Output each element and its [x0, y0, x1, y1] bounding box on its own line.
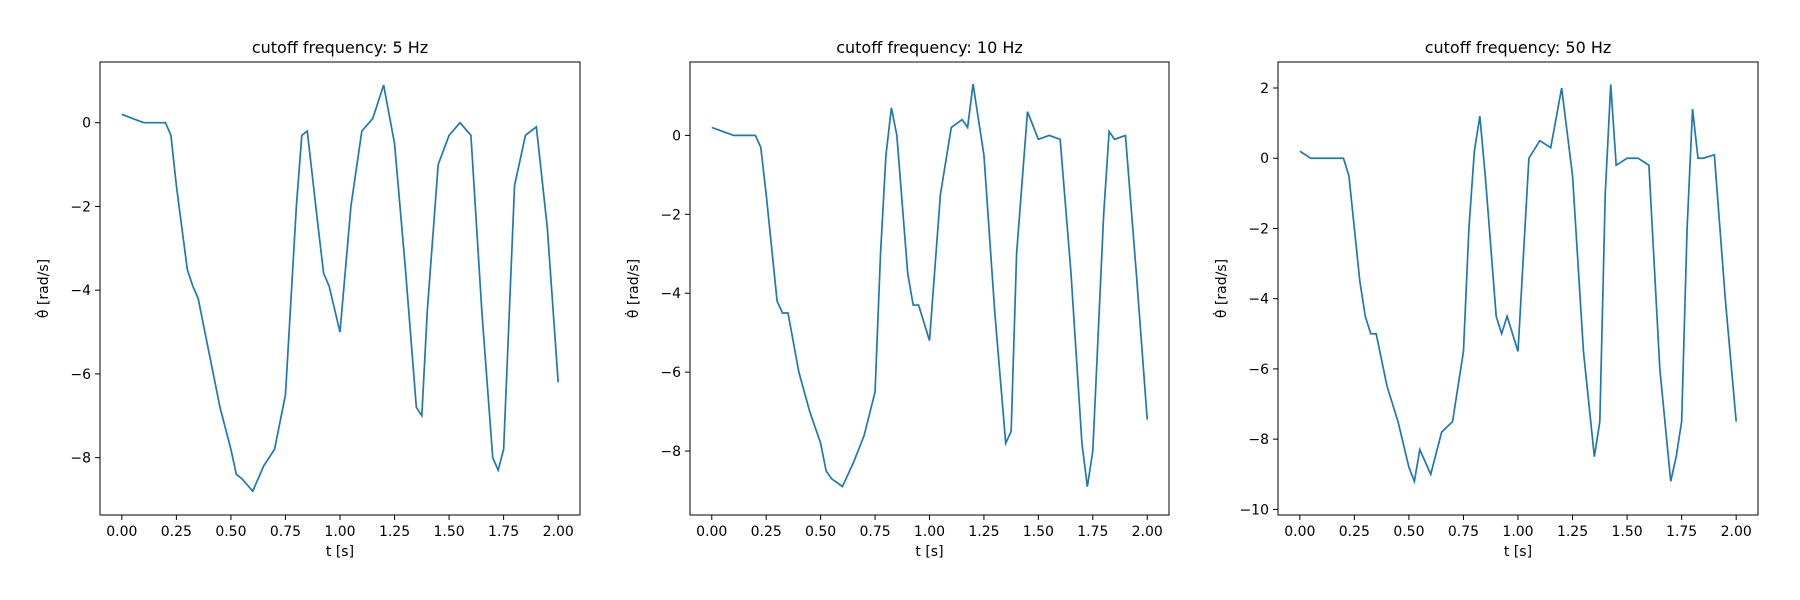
y-tick-label: −8 [1248, 432, 1269, 448]
x-tick-label: 0.00 [106, 524, 137, 540]
y-tick-label: −2 [1248, 221, 1269, 237]
x-tick-label: 1.50 [434, 524, 465, 540]
plot-frame [1277, 61, 1759, 516]
y-tick-label: −4 [1248, 292, 1269, 308]
x-tick-label: 1.00 [1502, 524, 1533, 540]
x-tick-label: 0.25 [1339, 524, 1370, 540]
x-tick-label: 0.50 [215, 524, 246, 540]
x-axis-label: t [s] [326, 544, 354, 560]
plot-frame [99, 61, 581, 516]
y-tick-label: 2 [1260, 81, 1269, 97]
x-tick-label: 2.00 [1721, 524, 1752, 540]
x-tick-label: 1.00 [914, 524, 945, 540]
y-axis-label: θ̇ [rad/s] [1212, 259, 1230, 318]
x-tick-label: 0.00 [1284, 524, 1315, 540]
data-line [121, 84, 560, 493]
x-tick-label: 0.75 [859, 524, 890, 540]
y-tick-label: −6 [660, 365, 681, 381]
x-tick-label: 0.00 [696, 524, 727, 540]
x-tick-label: 1.50 [1612, 524, 1643, 540]
x-axis-label: t [s] [915, 544, 943, 560]
y-tick-label: 0 [82, 116, 91, 132]
y-tick-label: 0 [1260, 151, 1269, 167]
data-line [711, 83, 1149, 488]
x-tick-label: 0.25 [751, 524, 782, 540]
x-tick-label: 0.50 [1393, 524, 1424, 540]
y-axis-label: θ̇ [rad/s] [624, 259, 642, 318]
plot-frame [689, 61, 1170, 516]
x-tick-label: 1.75 [1666, 524, 1697, 540]
y-tick-label: 0 [672, 128, 681, 144]
y-tick-label: −4 [660, 286, 681, 302]
y-tick-label: −8 [70, 451, 91, 467]
chart-title: cutoff frequency: 10 Hz [836, 38, 1023, 57]
x-tick-label: 1.75 [1077, 524, 1108, 540]
y-axis-label: θ̇ [rad/s] [34, 259, 52, 318]
x-tick-label: 0.25 [161, 524, 192, 540]
x-tick-label: 2.00 [1132, 524, 1163, 540]
x-tick-label: 1.75 [488, 524, 519, 540]
y-tick-label: −10 [1239, 502, 1269, 518]
x-tick-label: 1.00 [324, 524, 355, 540]
y-tick-label: −8 [660, 444, 681, 460]
x-tick-label: 0.75 [270, 524, 301, 540]
y-tick-label: −2 [660, 207, 681, 223]
chart-title: cutoff frequency: 50 Hz [1425, 38, 1612, 57]
chart-title: cutoff frequency: 5 Hz [252, 38, 428, 57]
y-tick-label: −6 [1248, 362, 1269, 378]
x-tick-label: 1.50 [1023, 524, 1054, 540]
y-tick-label: −6 [70, 367, 91, 383]
x-tick-label: 1.25 [379, 524, 410, 540]
x-tick-label: 0.50 [805, 524, 836, 540]
x-tick-label: 0.75 [1448, 524, 1479, 540]
x-tick-label: 1.25 [968, 524, 999, 540]
x-tick-label: 2.00 [543, 524, 574, 540]
data-line [1299, 84, 1738, 485]
x-axis-label: t [s] [1504, 544, 1532, 560]
x-tick-label: 1.25 [1557, 524, 1588, 540]
y-tick-label: −4 [70, 283, 91, 299]
y-tick-label: −2 [70, 199, 91, 215]
